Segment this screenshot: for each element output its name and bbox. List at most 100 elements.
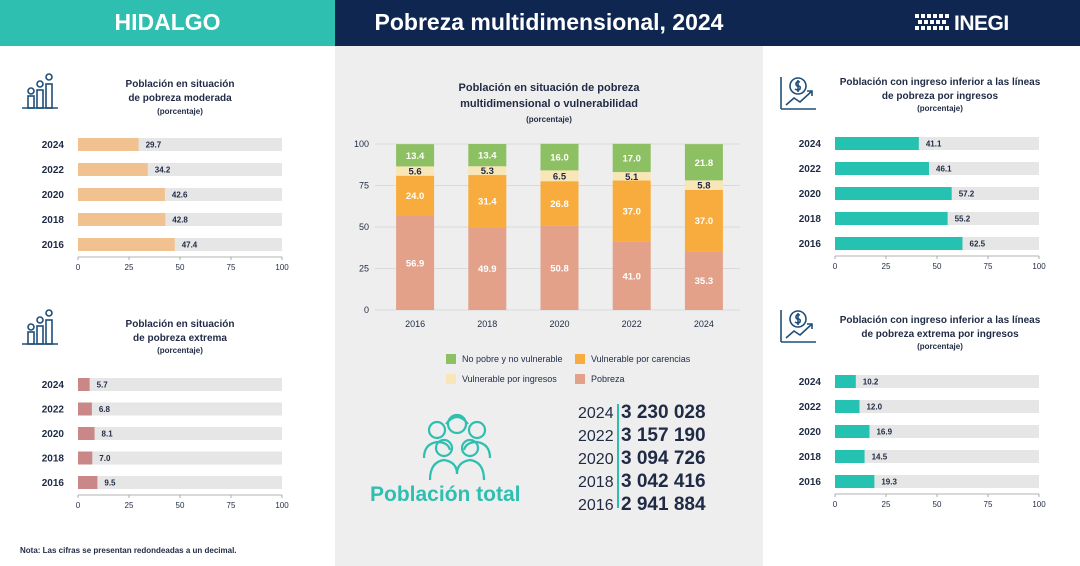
tick-label: 0 <box>76 501 81 510</box>
population-year: 2020 <box>578 451 614 468</box>
stacked-bar-segment <box>540 225 579 310</box>
stacked-poverty-chart: 0 25 50 75 100 56.9 24.0 5.6 13.4 2016 49.9 31.4 5.3… <box>354 139 740 329</box>
data-label: 41.1 <box>926 140 942 149</box>
inegi-logo-icon <box>915 14 949 30</box>
stacked-bar-segment <box>468 144 507 167</box>
income-poverty-unit: (porcentaje) <box>917 104 963 113</box>
bar <box>78 402 92 416</box>
inegi-logo: INEGI <box>914 11 1034 37</box>
population-value: 3 157 190 <box>621 425 706 446</box>
bar-track <box>835 400 1039 413</box>
bar <box>835 375 856 388</box>
bar-track <box>78 451 282 465</box>
tick-label: 50 <box>933 500 942 509</box>
population-value: 3 230 028 <box>621 402 706 423</box>
stacked-bar-segment <box>396 166 435 176</box>
category-label: 2018 <box>42 454 65 465</box>
data-label: 5.3 <box>481 166 494 177</box>
tick-label: 100 <box>275 501 289 510</box>
extreme-poverty-title: Población en situación de pobreza extrem… <box>90 318 270 346</box>
stacked-bar-segment <box>612 143 651 173</box>
data-label: 50.8 <box>550 263 569 274</box>
data-label: 34.2 <box>155 166 171 175</box>
header-state-band: HIDALGO <box>0 0 335 46</box>
title-line: multidimensional o vulnerabilidad <box>460 98 638 110</box>
data-label: 35.3 <box>695 276 714 287</box>
stacked-bar-segment <box>540 170 579 182</box>
tick-label: 50 <box>933 262 942 270</box>
y-tick-label: 0 <box>364 305 369 315</box>
stacked-bar-segment <box>468 166 507 176</box>
tick-label: 100 <box>275 263 289 270</box>
population-value: 3 094 726 <box>621 448 706 469</box>
bar <box>835 162 930 175</box>
data-label: 12.0 <box>866 403 882 412</box>
tick-label: 75 <box>984 500 993 509</box>
bar <box>835 425 870 438</box>
data-label: 13.4 <box>478 151 497 162</box>
tick-label: 25 <box>882 500 891 509</box>
category-label: 2018 <box>42 215 65 226</box>
money-chart-icon <box>780 310 816 343</box>
x-tick-label: 2024 <box>694 319 714 329</box>
data-label: 29.7 <box>146 141 162 150</box>
bar <box>835 400 860 413</box>
extreme-poverty-unit: (porcentaje) <box>157 346 203 355</box>
income-poverty-title: Población con ingreso inferior a las lín… <box>820 76 1060 104</box>
title-line: Población con ingreso inferior a las lín… <box>839 77 1041 88</box>
category-label: 2024 <box>42 380 65 391</box>
title-line: Población con ingreso inferior a las lín… <box>839 315 1041 326</box>
stacked-bar-segment <box>684 251 723 310</box>
tick-label: 75 <box>227 263 236 270</box>
population-year: 2016 <box>578 497 614 514</box>
title-line: Población en situación <box>125 79 235 90</box>
bar <box>835 137 919 150</box>
footnote: Nota: Las cifras se presentan redondeada… <box>20 546 237 555</box>
category-label: 2020 <box>42 429 65 440</box>
bar <box>78 138 139 151</box>
stacked-bar-segment <box>396 175 435 216</box>
stacked-bar-segment <box>612 241 651 310</box>
data-label: 57.2 <box>959 190 975 199</box>
money-chart-icon <box>780 77 816 110</box>
data-label: 9.5 <box>104 479 116 488</box>
category-label: 2018 <box>799 452 822 463</box>
page-title: Pobreza multidimensional, 2024 <box>374 9 724 35</box>
data-label: 42.6 <box>172 191 188 200</box>
tick-label: 25 <box>125 263 134 270</box>
state-name: HIDALGO <box>114 9 221 35</box>
category-label: 2022 <box>42 405 65 416</box>
x-tick-label: 2020 <box>549 319 569 329</box>
legend-swatch <box>575 354 585 364</box>
tick-label: 50 <box>176 263 185 270</box>
bar-track <box>78 402 282 416</box>
legend-label: No pobre y no vulnerable <box>462 354 563 364</box>
data-label: 21.8 <box>695 158 714 169</box>
stacked-bar-segment <box>468 175 507 228</box>
population-value: 3 042 416 <box>621 471 706 492</box>
tick-label: 75 <box>227 501 236 510</box>
data-label: 31.4 <box>478 197 497 208</box>
category-label: 2024 <box>799 377 822 388</box>
legend-swatch <box>446 354 456 364</box>
category-label: 2016 <box>799 477 822 488</box>
data-label: 5.7 <box>97 381 109 390</box>
data-label: 8.1 <box>102 430 114 439</box>
bar-track <box>835 375 1039 388</box>
category-label: 2016 <box>42 240 65 251</box>
data-label: 47.4 <box>182 241 198 250</box>
people-bars-icon <box>22 309 58 345</box>
data-label: 13.4 <box>406 151 425 162</box>
category-label: 2024 <box>42 140 65 151</box>
population-group-icon <box>422 413 492 481</box>
header-title-band: Pobreza multidimensional, 2024 <box>335 0 763 46</box>
extreme-poverty-chart: 2024 5.7 2022 6.8 2020 8.1 2018 7.0 2016 9.5 0 25 50… <box>42 378 289 510</box>
data-label: 16.0 <box>550 153 569 164</box>
bar-track <box>835 475 1039 488</box>
bar <box>835 450 865 463</box>
data-label: 56.9 <box>406 258 425 269</box>
income-poverty-chart: 2024 41.1 2022 46.1 2020 57.2 2018 55.2 2016 62.5… <box>799 137 1046 270</box>
legend-swatch <box>446 374 456 384</box>
moderate-poverty-chart: 2024 29.7 2022 34.2 2020 42.6 2018 42.8 2016 47.4… <box>42 138 289 270</box>
population-value: 2 941 884 <box>621 494 706 515</box>
